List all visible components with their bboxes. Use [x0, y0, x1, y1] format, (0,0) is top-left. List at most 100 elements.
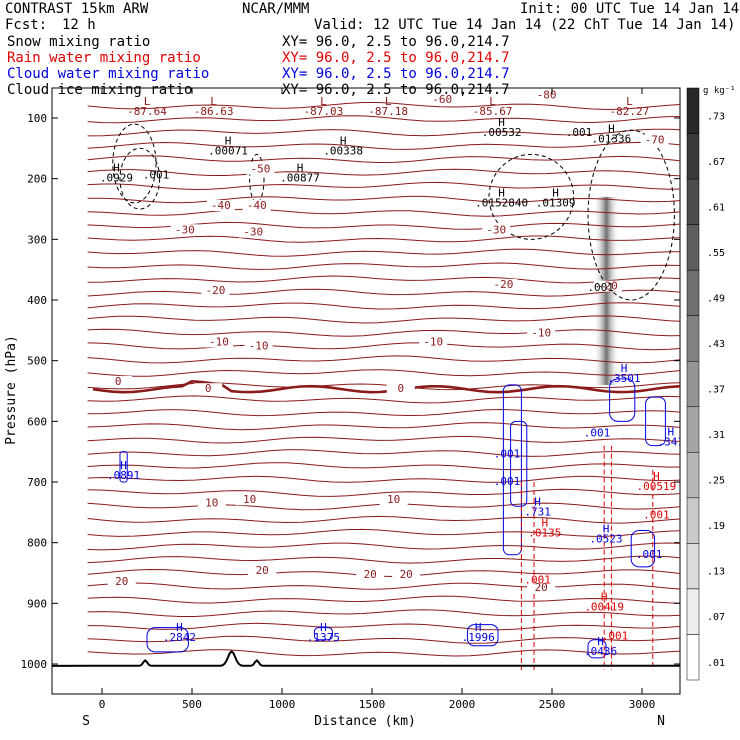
contour-label-background — [527, 582, 556, 594]
snow-max-marker: H — [552, 187, 559, 200]
snow-max-value: .00071 — [208, 144, 248, 157]
contour-label-background — [428, 93, 457, 105]
rain-max-value: .00519 — [637, 480, 677, 493]
cloud-water-contour — [119, 451, 128, 483]
cloud-water-contour — [502, 384, 522, 556]
low-center-marker: L — [385, 95, 392, 108]
temperature-contour-label: -10 — [249, 340, 269, 353]
temperature-contour-line — [87, 408, 680, 417]
x-tick-label: 1500 — [359, 698, 386, 711]
cloud-water-contour — [587, 639, 607, 659]
cloud-water-contour-label: .001 — [494, 448, 521, 461]
rain-max-marker: H — [601, 591, 608, 604]
init-time: Init: 00 UTC Tue 14 Jan 14 — [520, 1, 739, 17]
rain-max-value: .00419 — [584, 601, 624, 614]
y-tick-label: 100 — [27, 112, 47, 125]
temperature-contour-label: -30 — [243, 226, 263, 239]
contour-label-background — [356, 568, 385, 580]
contour-label-background — [201, 284, 230, 296]
snow-max-value: .00532 — [482, 126, 522, 139]
temperature-contour-line — [87, 542, 680, 551]
low-center-value: -87.18 — [368, 105, 408, 118]
low-center-value: -85.67 — [473, 105, 513, 118]
temperature-contour-line — [87, 128, 680, 137]
temperature-contour-label: -10 — [531, 326, 551, 339]
temperature-contour-label: -20 — [205, 284, 225, 297]
temperature-contour-line — [87, 582, 680, 590]
contour-label-background — [640, 134, 669, 146]
temperature-contour-label: -50 — [250, 163, 270, 176]
temperature-contour-line — [87, 315, 680, 324]
field-xy-snow: XY= 96.0, 2.5 to 96.0,214.7 — [282, 34, 510, 50]
colorbar-level-label: .19 — [707, 521, 725, 532]
temperature-contour-line — [87, 288, 680, 297]
colorbar-level-label: .31 — [707, 430, 725, 441]
low-center-marker: L — [489, 95, 496, 108]
temperature-contour-line — [87, 355, 680, 364]
cloud-water-contour-label: .001 — [584, 427, 611, 440]
x-tick-label: 1000 — [269, 698, 296, 711]
colorbar-swatch — [686, 588, 700, 635]
field-name-snow: Snow mixing ratio — [7, 34, 150, 50]
cloud-water-max-marker: H — [475, 621, 482, 634]
temperature-contour-label: -80 — [537, 89, 557, 102]
temperature-contour-line — [87, 235, 680, 243]
snow-contour — [112, 123, 157, 204]
cloud-water-max-marker: H — [176, 621, 183, 634]
temperature-contour-label: 20 — [400, 568, 413, 581]
snow-max-marker: H — [297, 162, 304, 175]
temperature-contour-label: 20 — [535, 581, 548, 594]
x-tick-label: 2500 — [539, 698, 566, 711]
temperature-contour-label: -10 — [423, 336, 443, 349]
contour-label-background — [248, 565, 277, 577]
cloud-water-max-value: .731 — [524, 505, 551, 518]
rain-max-marker: H — [541, 517, 548, 530]
colorbar-swatch — [686, 133, 700, 180]
model-title: CONTRAST 15km ARW — [5, 1, 149, 17]
cloud-water-max-value: .1996 — [462, 631, 495, 644]
y-axis-label: Pressure (hPa) — [4, 335, 19, 445]
temperature-contour-label: -60 — [432, 93, 452, 106]
contour-label-background — [392, 568, 421, 580]
contour-label-background — [104, 375, 133, 387]
temperature-contour-line — [87, 248, 680, 257]
x-tick-label: 2000 — [449, 698, 476, 711]
forecast-value: 12 h — [62, 17, 96, 33]
contour-label-background — [386, 383, 415, 395]
temperature-contour-label: -30 — [175, 223, 195, 236]
temperature-contour-line — [87, 462, 680, 471]
cloud-water-max-marker: H — [667, 426, 674, 439]
contour-label-background — [482, 224, 511, 236]
x-tick-label: 500 — [182, 698, 202, 711]
contour-label-background — [194, 383, 223, 395]
cloud-water-max-value: .341 — [658, 436, 685, 449]
temperature-contour-line — [87, 609, 680, 617]
contour-label-background — [527, 327, 556, 339]
field-xy-cloud-ice: XY= 96.0, 2.5 to 96.0,214.7 — [282, 82, 510, 98]
contour-label-background — [244, 340, 273, 352]
contour-label-background — [235, 494, 264, 506]
forecast-label: Fcst: — [5, 17, 47, 33]
y-tick-label: 400 — [27, 294, 47, 307]
temperature-contour-line — [87, 155, 680, 164]
snow-max-value: .0152840 — [475, 197, 528, 210]
snow-contour — [249, 153, 265, 204]
colorbar-level-label: .01 — [707, 658, 725, 669]
snow-max-marker: H — [225, 134, 232, 147]
y-tick-label: 200 — [27, 173, 47, 186]
temperature-contour-line — [87, 595, 680, 604]
rain-contour-label: .001 — [524, 573, 551, 586]
cloud-water-max-value: .0436 — [584, 645, 617, 658]
y-tick-label: 600 — [27, 415, 47, 428]
contour-label-background — [206, 200, 235, 211]
low-center-value: -86.63 — [194, 105, 234, 118]
plot-area: -80 -70 -60 -50 -40 -40 -30 -30 -30 -20 -20 -20 -10 -… — [52, 89, 685, 671]
field-name-cloud-ice: Cloud ice mixing ratio — [7, 82, 192, 98]
cloud-water-contour — [466, 624, 499, 647]
temperature-contour-line — [87, 369, 680, 377]
temperature-contour-label: -30 — [486, 223, 506, 236]
snow-max-value: .00338 — [323, 144, 363, 157]
contour-label-background — [107, 576, 136, 588]
low-center-marker: L — [210, 95, 217, 108]
